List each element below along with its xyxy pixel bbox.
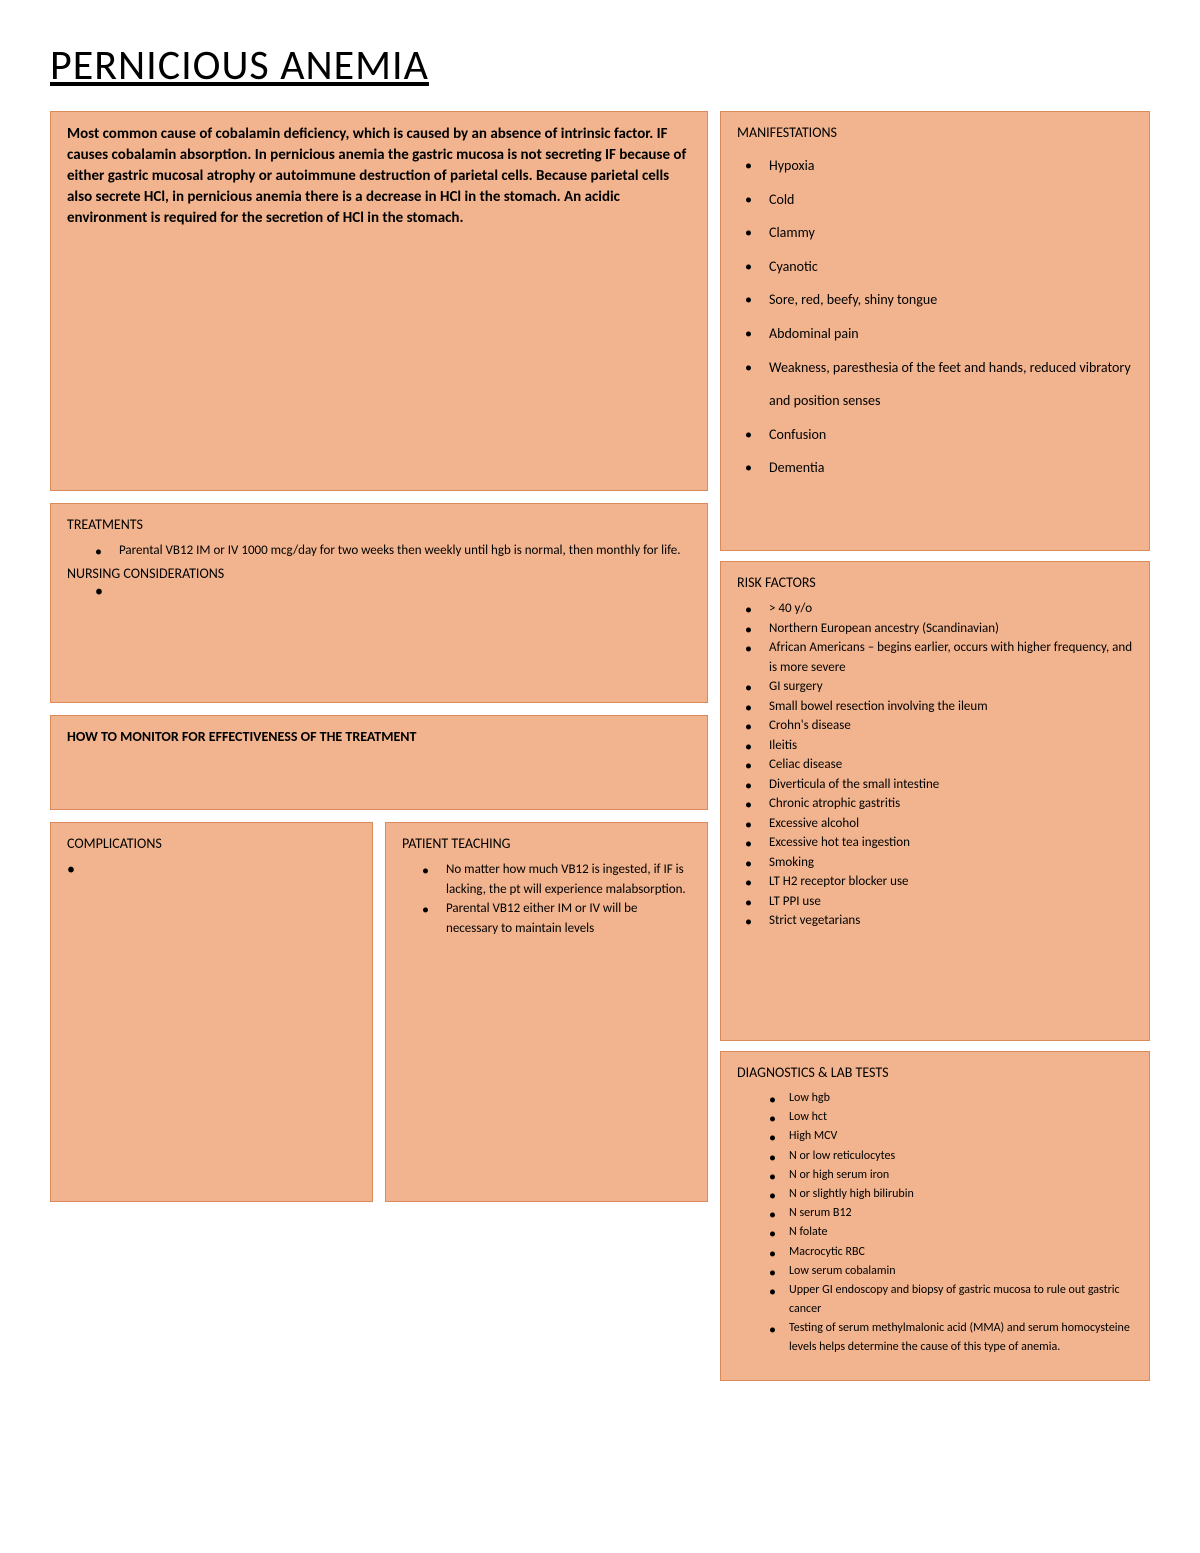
- list-item: Confusion: [745, 418, 1133, 452]
- intro-box: Most common cause of cobalamin deficienc…: [50, 111, 708, 491]
- list-item: Excessive hot tea ingestion: [745, 833, 1133, 853]
- left-column: Most common cause of cobalamin deficienc…: [50, 111, 708, 1381]
- list-item: Parental VB12 IM or IV 1000 mcg/day for …: [95, 541, 691, 561]
- nursing-header: NURSING CONSIDERATIONS: [67, 565, 691, 582]
- list-item: Abdominal pain: [745, 317, 1133, 351]
- list-item: LT H2 receptor blocker use: [745, 872, 1133, 892]
- diagnostics-list: Low hgb Low hct High MCV N or low reticu…: [737, 1089, 1133, 1358]
- list-item: GI surgery: [745, 677, 1133, 697]
- list-item: N or slightly high bilirubin: [769, 1185, 1133, 1204]
- treatments-list: Parental VB12 IM or IV 1000 mcg/day for …: [67, 541, 691, 561]
- list-item: Sore, red, beefy, shiny tongue: [745, 283, 1133, 317]
- empty-bullet: [67, 860, 356, 879]
- list-item: N or high serum iron: [769, 1166, 1133, 1185]
- monitor-header: HOW TO MONITOR FOR EFFECTIVENESS OF THE …: [67, 728, 691, 745]
- list-item: Chronic atrophic gastritis: [745, 794, 1133, 814]
- list-item: Ileitis: [745, 736, 1133, 756]
- list-item: N serum B12: [769, 1204, 1133, 1223]
- list-item: Smoking: [745, 853, 1133, 873]
- risk-factors-list: > 40 y/o Northern European ancestry (Sca…: [737, 599, 1133, 931]
- list-item: High MCV: [769, 1127, 1133, 1146]
- patient-teaching-list: No matter how much VB12 is ingested, if …: [402, 860, 691, 938]
- list-item: Celiac disease: [745, 755, 1133, 775]
- list-item: Hypoxia: [745, 149, 1133, 183]
- list-item: N folate: [769, 1223, 1133, 1242]
- list-item: Parental VB12 either IM or IV will be ne…: [422, 899, 691, 938]
- list-item: Crohn's disease: [745, 716, 1133, 736]
- list-item: Cold: [745, 183, 1133, 217]
- list-item: No matter how much VB12 is ingested, if …: [422, 860, 691, 899]
- patient-teaching-box: PATIENT TEACHING No matter how much VB12…: [385, 822, 708, 1202]
- manifestations-list: Hypoxia Cold Clammy Cyanotic Sore, red, …: [737, 149, 1133, 485]
- list-item: Northern European ancestry (Scandinavian…: [745, 619, 1133, 639]
- manifestations-box: MANIFESTATIONS Hypoxia Cold Clammy Cyano…: [720, 111, 1150, 551]
- list-item: Excessive alcohol: [745, 814, 1133, 834]
- main-grid: Most common cause of cobalamin deficienc…: [50, 111, 1150, 1381]
- list-item: Macrocytic RBC: [769, 1243, 1133, 1262]
- manifestations-header: MANIFESTATIONS: [737, 124, 1133, 141]
- page-title: PERNICIOUS ANEMIA: [50, 40, 1150, 91]
- list-item: Upper GI endoscopy and biopsy of gastric…: [769, 1281, 1133, 1319]
- list-item: Cyanotic: [745, 250, 1133, 284]
- complications-header: COMPLICATIONS: [67, 835, 356, 852]
- empty-bullet: [67, 582, 691, 601]
- bottom-two-col: COMPLICATIONS PATIENT TEACHING No matter…: [50, 822, 708, 1202]
- list-item: Clammy: [745, 216, 1133, 250]
- list-item: Low hgb: [769, 1089, 1133, 1108]
- treatments-box: TREATMENTS Parental VB12 IM or IV 1000 m…: [50, 503, 708, 703]
- list-item: LT PPI use: [745, 892, 1133, 912]
- monitor-box: HOW TO MONITOR FOR EFFECTIVENESS OF THE …: [50, 715, 708, 810]
- list-item: Testing of serum methylmalonic acid (MMA…: [769, 1319, 1133, 1357]
- list-item: Low hct: [769, 1108, 1133, 1127]
- right-column: MANIFESTATIONS Hypoxia Cold Clammy Cyano…: [720, 111, 1150, 1381]
- list-item: Dementia: [745, 451, 1133, 485]
- risk-factors-box: RISK FACTORS > 40 y/o Northern European …: [720, 561, 1150, 1041]
- list-item: African Americans – begins earlier, occu…: [745, 638, 1133, 677]
- intro-text: Most common cause of cobalamin deficienc…: [67, 125, 686, 227]
- diagnostics-box: DIAGNOSTICS & LAB TESTS Low hgb Low hct …: [720, 1051, 1150, 1381]
- patient-teaching-header: PATIENT TEACHING: [402, 835, 691, 852]
- list-item: Diverticula of the small intestine: [745, 775, 1133, 795]
- treatments-header: TREATMENTS: [67, 516, 691, 533]
- risk-factors-header: RISK FACTORS: [737, 574, 1133, 591]
- complications-box: COMPLICATIONS: [50, 822, 373, 1202]
- list-item: > 40 y/o: [745, 599, 1133, 619]
- list-item: Small bowel resection involving the ileu…: [745, 697, 1133, 717]
- list-item: Weakness, paresthesia of the feet and ha…: [745, 351, 1133, 418]
- list-item: Strict vegetarians: [745, 911, 1133, 931]
- diagnostics-header: DIAGNOSTICS & LAB TESTS: [737, 1064, 1133, 1081]
- list-item: N or low reticulocytes: [769, 1147, 1133, 1166]
- list-item: Low serum cobalamin: [769, 1262, 1133, 1281]
